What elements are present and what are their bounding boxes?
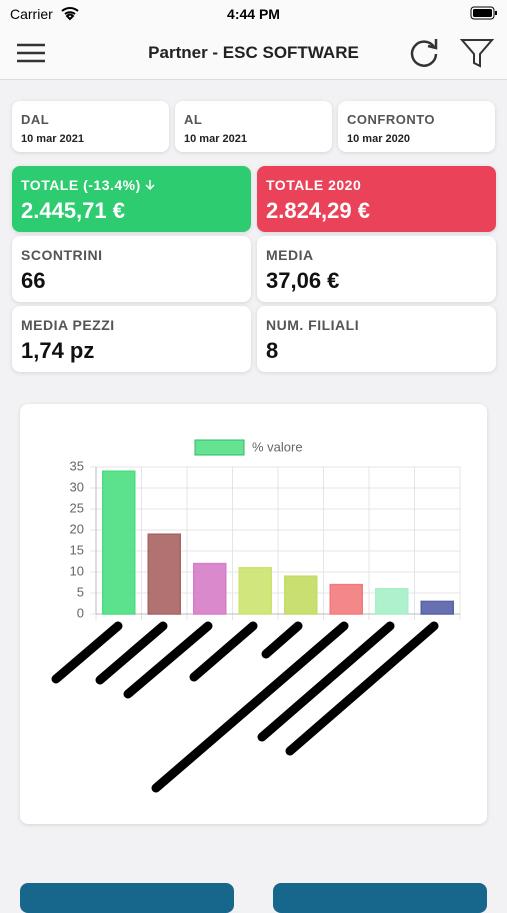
total-card: TOTALE 2020 2.824,29 € xyxy=(257,166,496,232)
menu-button[interactable] xyxy=(16,42,46,64)
chart-card: 0 5 10 15 20 25 30 35 % valore xyxy=(20,404,487,824)
bar xyxy=(284,575,318,615)
stat-card: NUM. FILIALI 8 xyxy=(257,306,496,372)
time: 4:44 PM xyxy=(227,6,280,22)
bar xyxy=(102,470,136,615)
stat-value: 8 xyxy=(266,338,279,363)
y-tick-label: 5 xyxy=(77,584,84,599)
y-tick-label: 0 xyxy=(77,605,84,620)
date-value: 10 mar 2021 xyxy=(184,133,247,145)
stat-label: SCONTRINI xyxy=(21,247,103,263)
legend-label: % valore xyxy=(252,439,303,454)
bar xyxy=(420,600,454,615)
date-label: CONFRONTO xyxy=(347,112,436,127)
date-value: 10 mar 2021 xyxy=(21,133,84,145)
stat-card: SCONTRINI 66 xyxy=(12,236,251,302)
battery-icon xyxy=(470,6,497,20)
date-card[interactable]: CONFRONTO 10 mar 2020 xyxy=(338,101,495,152)
total-value: 2.824,29 € xyxy=(266,198,370,223)
top-bar xyxy=(0,0,507,80)
legend-swatch xyxy=(194,439,245,456)
stat-label: NUM. FILIALI xyxy=(266,317,360,333)
bar xyxy=(193,562,227,615)
y-tick-label: 10 xyxy=(70,563,84,578)
wifi-icon xyxy=(61,7,79,21)
y-tick-label: 35 xyxy=(70,458,84,473)
date-label: DAL xyxy=(21,112,50,127)
stat-value: 66 xyxy=(21,268,46,293)
date-card[interactable]: AL 10 mar 2021 xyxy=(175,101,332,152)
date-value: 10 mar 2020 xyxy=(347,133,410,145)
stat-label: MEDIA PEZZI xyxy=(21,317,115,333)
page-title: Partner - ESC SOFTWARE xyxy=(148,43,359,62)
stat-card: MEDIA PEZZI 1,74 pz xyxy=(12,306,251,372)
stat-card: MEDIA 37,06 € xyxy=(257,236,496,302)
bar xyxy=(329,583,363,615)
y-tick-label: 15 xyxy=(70,542,84,557)
bar xyxy=(375,588,409,615)
filter-button[interactable] xyxy=(460,38,494,68)
chart: 0 5 10 15 20 25 30 35 % valore xyxy=(51,439,461,793)
carrier: Carrier xyxy=(10,6,53,22)
date-label: AL xyxy=(184,112,203,127)
total-label: TOTALE (-13.4%) xyxy=(21,177,141,193)
total-label: TOTALE 2020 xyxy=(266,177,362,193)
stat-value: 1,74 pz xyxy=(21,338,95,363)
refresh-button[interactable] xyxy=(408,37,440,69)
y-tick-label: 25 xyxy=(70,500,84,515)
stat-label: MEDIA xyxy=(266,247,314,263)
bar xyxy=(238,567,272,615)
bottom-button[interactable] xyxy=(20,883,234,913)
total-value: 2.445,71 € xyxy=(21,198,125,223)
down-arrow-icon xyxy=(145,177,155,191)
y-tick-label: 30 xyxy=(70,479,84,494)
redacted-labels xyxy=(51,621,439,793)
y-tick-label: 20 xyxy=(70,521,84,536)
date-card[interactable]: DAL 10 mar 2021 xyxy=(12,101,169,152)
bottom-button[interactable] xyxy=(273,883,487,913)
bar xyxy=(147,533,181,615)
total-card: TOTALE (-13.4%) 2.445,71 € xyxy=(12,166,251,232)
stat-value: 37,06 € xyxy=(266,268,340,293)
